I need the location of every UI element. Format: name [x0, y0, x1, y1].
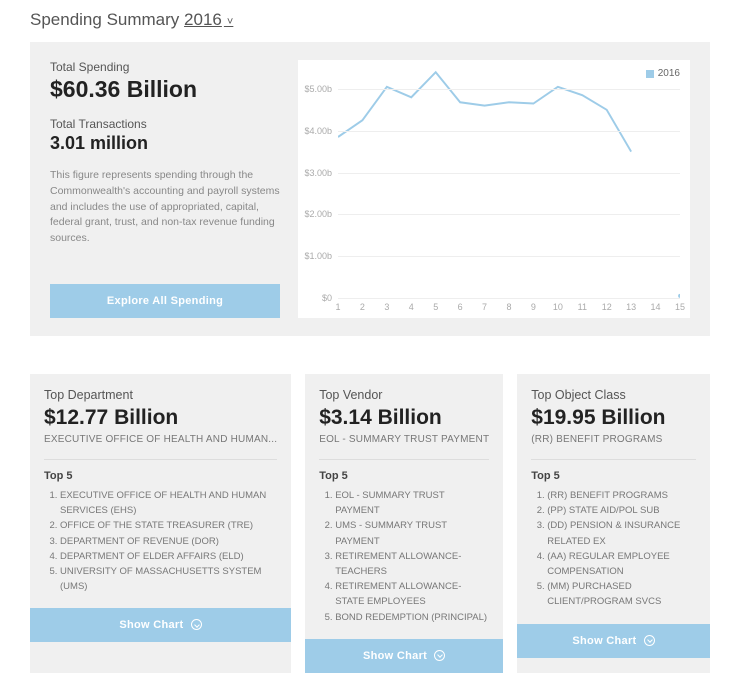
- page-title: Spending Summary 2016 ˅: [30, 10, 710, 30]
- divider: [319, 459, 489, 460]
- chart-area: $0$1.00b$2.00b$3.00b$4.00b$5.00b12345678…: [338, 68, 680, 298]
- x-axis-label: 8: [506, 302, 511, 312]
- x-axis-label: 2: [360, 302, 365, 312]
- x-axis-label: 15: [675, 302, 685, 312]
- list-item: RETIREMENT ALLOWANCE-TEACHERS: [335, 549, 489, 579]
- y-axis-label: $5.00b: [304, 84, 332, 94]
- list-item: DEPARTMENT OF ELDER AFFAIRS (ELD): [60, 549, 277, 564]
- card-amount: $3.14 Billion: [319, 406, 489, 430]
- hero-panel: Total Spending $60.36 Billion Total Tran…: [30, 42, 710, 336]
- line-chart: [338, 68, 680, 298]
- list-item: (RR) BENEFIT PROGRAMS: [547, 488, 696, 503]
- divider: [531, 459, 696, 460]
- chart-panel: 2016 $0$1.00b$2.00b$3.00b$4.00b$5.00b123…: [298, 60, 690, 318]
- top5-label: Top 5: [531, 470, 696, 482]
- y-axis-label: $4.00b: [304, 126, 332, 136]
- y-axis-label: $3.00b: [304, 168, 332, 178]
- x-axis-label: 5: [433, 302, 438, 312]
- top5-label: Top 5: [319, 470, 489, 482]
- y-axis-label: $2.00b: [304, 209, 332, 219]
- card-title: Top Object Class: [531, 388, 696, 402]
- chevron-down-icon: ˅: [224, 16, 233, 28]
- list-item: EOL - SUMMARY TRUST PAYMENT: [335, 488, 489, 518]
- total-spending-label: Total Spending: [50, 60, 280, 74]
- list-item: EXECUTIVE OFFICE OF HEALTH AND HUMAN SER…: [60, 488, 277, 518]
- list-item: RETIREMENT ALLOWANCE-STATE EMPLOYEES: [335, 579, 489, 609]
- list-item: BOND REDEMPTION (PRINCIPAL): [335, 610, 489, 625]
- list-item: UMS - SUMMARY TRUST PAYMENT: [335, 518, 489, 548]
- x-axis-label: 1: [335, 302, 340, 312]
- card-title: Top Department: [44, 388, 277, 402]
- top5-list: EXECUTIVE OFFICE OF HEALTH AND HUMAN SER…: [44, 488, 277, 594]
- chevron-down-circle-icon: [644, 635, 655, 646]
- x-axis-label: 10: [553, 302, 563, 312]
- title-prefix: Spending Summary: [30, 10, 179, 29]
- card-subtitle: EXECUTIVE OFFICE OF HEALTH AND HUMAN...: [44, 434, 277, 445]
- show-chart-button[interactable]: Show Chart: [517, 624, 710, 658]
- chevron-down-circle-icon: [191, 619, 202, 630]
- top5-list: EOL - SUMMARY TRUST PAYMENTUMS - SUMMARY…: [319, 488, 489, 625]
- year-selector[interactable]: 2016 ˅: [184, 10, 233, 29]
- x-axis-label: 13: [626, 302, 636, 312]
- card-subtitle: (RR) BENEFIT PROGRAMS: [531, 434, 696, 445]
- y-axis-label: $0: [322, 293, 332, 303]
- card-amount: $12.77 Billion: [44, 406, 277, 430]
- x-axis-label: 7: [482, 302, 487, 312]
- hero-description: This figure represents spending through …: [50, 168, 280, 247]
- top5-list: (RR) BENEFIT PROGRAMS(PP) STATE AID/POL …: [531, 488, 696, 610]
- x-axis-label: 9: [531, 302, 536, 312]
- list-item: DEPARTMENT OF REVENUE (DOR): [60, 534, 277, 549]
- total-transactions-value: 3.01 million: [50, 133, 280, 154]
- list-item: (PP) STATE AID/POL SUB: [547, 503, 696, 518]
- card-title: Top Vendor: [319, 388, 489, 402]
- list-item: OFFICE OF THE STATE TREASURER (TRE): [60, 518, 277, 533]
- list-item: (AA) REGULAR EMPLOYEE COMPENSATION: [547, 549, 696, 579]
- x-axis-label: 12: [602, 302, 612, 312]
- show-chart-button[interactable]: Show Chart: [30, 608, 291, 642]
- top5-label: Top 5: [44, 470, 277, 482]
- card-subtitle: EOL - SUMMARY TRUST PAYMENT: [319, 434, 489, 445]
- divider: [44, 459, 277, 460]
- total-transactions-label: Total Transactions: [50, 117, 280, 131]
- total-spending-value: $60.36 Billion: [50, 76, 280, 103]
- show-chart-button[interactable]: Show Chart: [305, 639, 503, 673]
- summary-card: Top Vendor $3.14 Billion EOL - SUMMARY TRU…: [305, 374, 503, 673]
- list-item: (DD) PENSION & INSURANCE RELATED EX: [547, 518, 696, 548]
- x-axis-label: 14: [651, 302, 661, 312]
- chevron-down-circle-icon: [434, 650, 445, 661]
- explore-all-spending-button[interactable]: Explore All Spending: [50, 284, 280, 318]
- cards-row: Top Department $12.77 Billion EXECUTIVE OF…: [30, 374, 710, 673]
- summary-card: Top Object Class $19.95 Billion (RR) BENEF…: [517, 374, 710, 673]
- x-axis-label: 3: [384, 302, 389, 312]
- list-item: (MM) PURCHASED CLIENT/PROGRAM SVCS: [547, 579, 696, 609]
- summary-card: Top Department $12.77 Billion EXECUTIVE OF…: [30, 374, 291, 673]
- y-axis-label: $1.00b: [304, 251, 332, 261]
- x-axis-label: 6: [458, 302, 463, 312]
- x-axis-label: 4: [409, 302, 414, 312]
- list-item: UNIVERSITY OF MASSACHUSETTS SYSTEM (UMS): [60, 564, 277, 594]
- hero-left: Total Spending $60.36 Billion Total Tran…: [50, 60, 280, 318]
- card-amount: $19.95 Billion: [531, 406, 696, 430]
- x-axis-label: 11: [578, 302, 587, 312]
